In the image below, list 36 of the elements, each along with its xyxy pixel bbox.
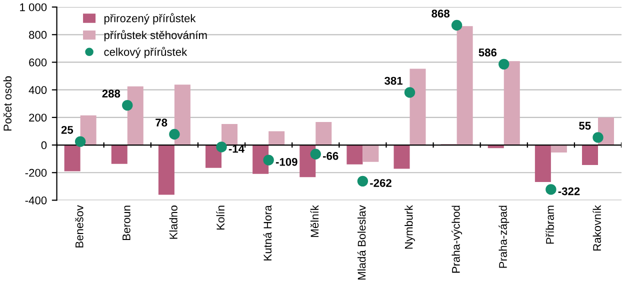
legend-label: přirozený přírůstek	[104, 13, 196, 24]
x-tick-label: Praha-západ	[498, 206, 510, 268]
x-tick-label: Beroun	[122, 206, 130, 240]
x-tick-label: Kolín	[216, 206, 224, 230]
legend-label: celkový přírůstek	[104, 46, 188, 58]
y-tick-label: 800	[29, 30, 47, 39]
x-tick-label: Benešov	[75, 205, 84, 248]
x-tick-label: Praha-východ	[452, 206, 462, 273]
x-tick-label: Mělník	[310, 205, 319, 237]
data-label: 78	[156, 118, 168, 127]
data-label: 55	[579, 122, 591, 130]
y-tick-label: -400	[25, 196, 47, 204]
x-tick-label: Nymburk	[404, 205, 415, 249]
y-tick-label: -200	[25, 168, 47, 177]
x-tick-label: Mladá Boleslav	[357, 205, 366, 280]
data-label: -14	[228, 144, 244, 153]
data-label: -322	[558, 187, 580, 196]
x-tick-label: Kutná Hora	[263, 205, 272, 260]
data-label: 381	[384, 76, 403, 85]
data-label: -262	[370, 179, 392, 187]
y-tick-label: 1 000	[20, 3, 47, 12]
x-tick-label: Příbram	[546, 206, 554, 244]
y-tick-label: 600	[29, 58, 47, 66]
data-label: 868	[432, 10, 450, 18]
y-tick-label: 0	[41, 141, 47, 150]
y-axis-title: Počet osob	[3, 76, 12, 131]
data-label: 288	[102, 90, 120, 98]
data-label: 25	[61, 126, 74, 134]
x-tick-label: Kladno	[169, 206, 178, 239]
legend-label: přírůstek stěhováním	[104, 30, 207, 42]
x-tick-label: Rakovník	[592, 205, 601, 250]
y-tick-label: 200	[29, 114, 47, 122]
data-label: -66	[323, 152, 338, 160]
data-label: -109	[276, 158, 298, 166]
y-tick-label: 400	[28, 86, 47, 94]
data-label: 586	[478, 48, 497, 56]
